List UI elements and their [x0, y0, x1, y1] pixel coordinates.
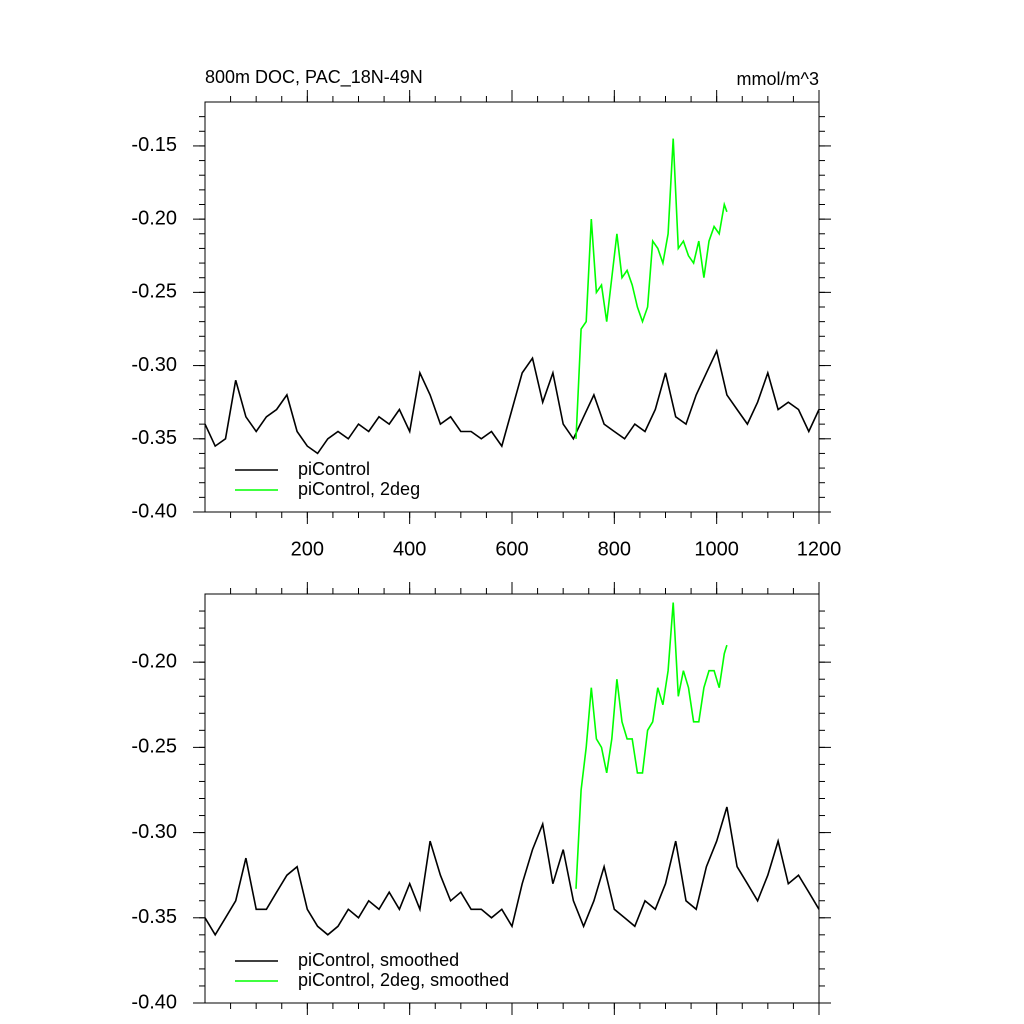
x-tick-label: 1200 [797, 538, 842, 560]
series-line [204, 806, 820, 937]
legend-label: piControl, 2deg, smoothed [298, 970, 509, 990]
x-tick-label: 800 [598, 538, 631, 560]
series-line [204, 348, 820, 455]
units-label: mmol/m^3 [737, 69, 819, 89]
series-line [575, 138, 728, 439]
x-tick-label: 200 [291, 538, 324, 560]
chart-title: 800m DOC, PAC_18N-49N [205, 67, 423, 88]
x-tick-label: 1000 [694, 538, 739, 560]
y-tick-label: -0.25 [131, 736, 177, 758]
plot-frame [204, 593, 820, 1004]
legend-label: piControl, smoothed [298, 950, 459, 970]
plot-frame [204, 101, 820, 513]
y-tick-label: -0.35 [131, 906, 177, 928]
y-tick-label: -0.30 [131, 354, 177, 376]
y-tick-label: -0.20 [131, 650, 177, 672]
x-tick-label: 400 [393, 538, 426, 560]
y-tick-label: -0.40 [131, 991, 177, 1013]
series-line [575, 602, 728, 889]
y-tick-label: -0.25 [131, 281, 177, 303]
y-tick-label: -0.20 [131, 207, 177, 229]
y-tick-label: -0.40 [131, 500, 177, 522]
y-tick-label: -0.15 [131, 134, 177, 156]
legend-label: piControl [298, 459, 370, 479]
x-tick-label: 600 [495, 538, 528, 560]
legend-label: piControl, 2deg [298, 479, 420, 499]
y-tick-label: -0.35 [131, 427, 177, 449]
y-tick-label: -0.30 [131, 821, 177, 843]
